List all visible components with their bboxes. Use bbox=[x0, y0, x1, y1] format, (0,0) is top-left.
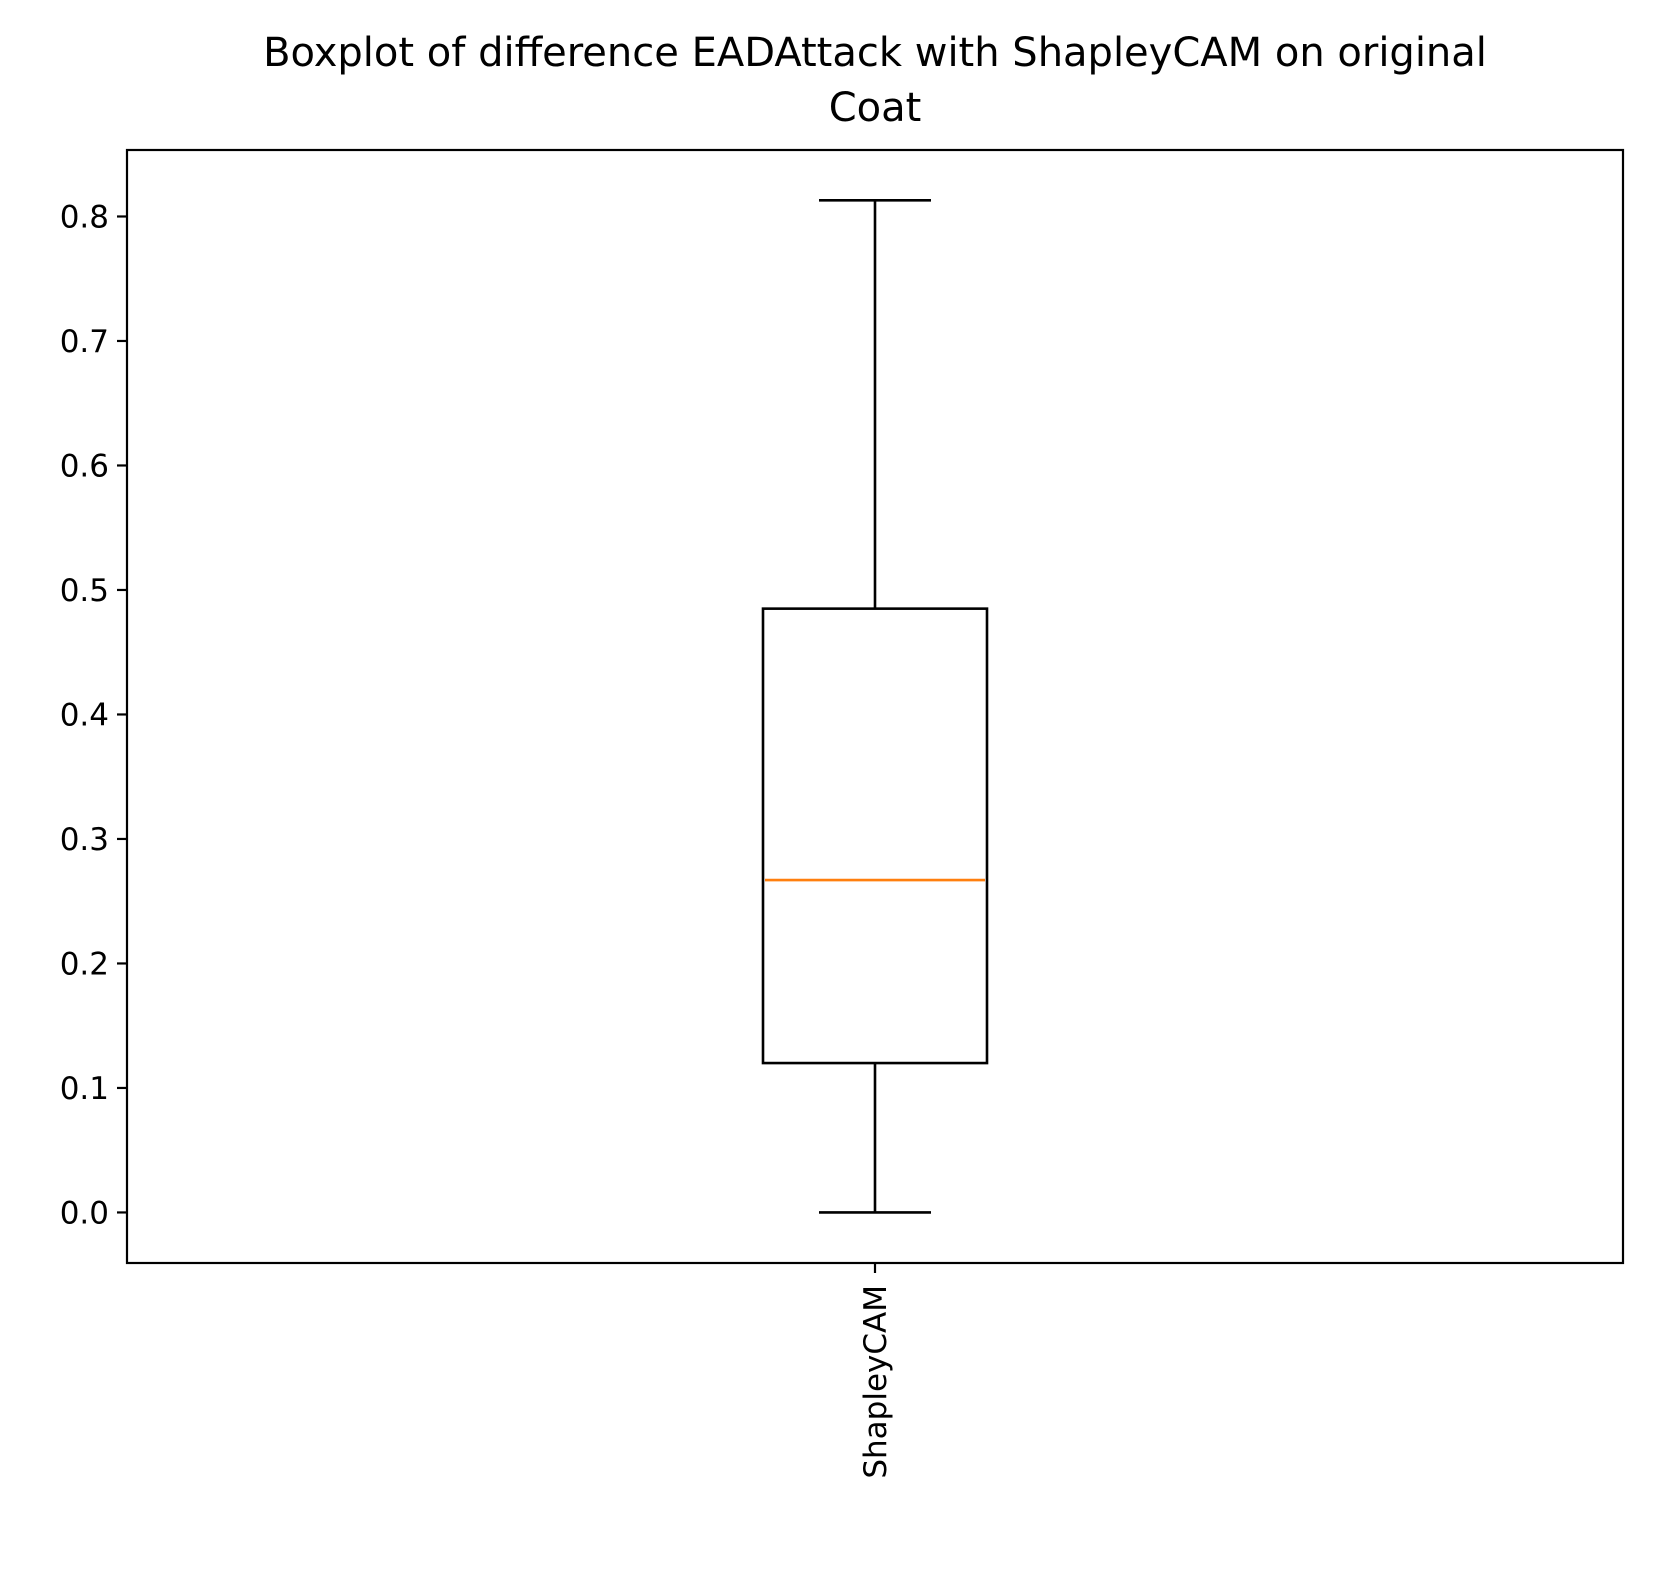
y-tick-label: 0.7 bbox=[60, 324, 109, 360]
x-tick-label: ShapleyCAM bbox=[858, 1285, 894, 1479]
axes-frame bbox=[125, 148, 1625, 1265]
y-tick-label: 0.5 bbox=[60, 573, 109, 609]
y-tick-label: 0.8 bbox=[60, 199, 109, 235]
y-tick-label: 0.1 bbox=[60, 1071, 109, 1107]
y-axis: 0.0 0.1 0.2 0.3 0.4 0.5 0.6 0.7 0.8 bbox=[60, 199, 127, 1231]
chart-title-line-2: Coat bbox=[829, 85, 922, 131]
y-tick-label: 0.3 bbox=[60, 822, 109, 858]
y-tick-label: 0.0 bbox=[60, 1195, 109, 1231]
y-tick-label: 0.6 bbox=[60, 448, 109, 484]
plot-area bbox=[761, 198, 989, 1214]
x-axis: ShapleyCAM bbox=[858, 1263, 894, 1479]
chart-title-line-1: Boxplot of difference EADAttack with Sha… bbox=[263, 30, 1487, 76]
box-shapleycam bbox=[761, 198, 989, 1214]
y-tick-label: 0.2 bbox=[60, 946, 109, 982]
y-tick-label: 0.4 bbox=[60, 697, 109, 733]
box-body bbox=[761, 607, 989, 1065]
